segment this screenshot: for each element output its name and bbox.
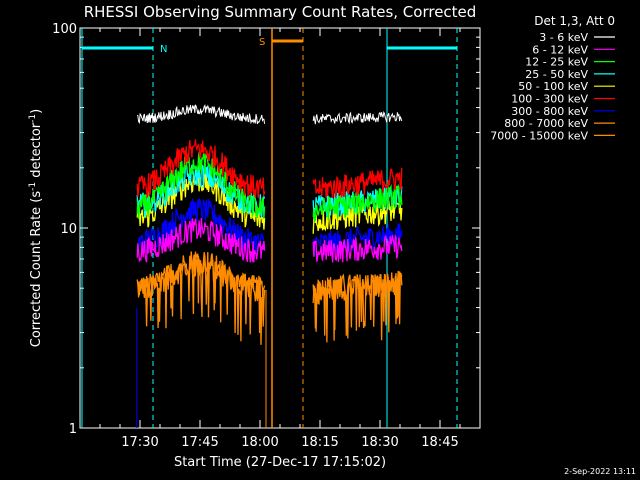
series-line-6-12keV (136, 217, 266, 263)
x-axis-ticks: 17:30 17:45 18:00 18:15 18:30 18:45 (79, 28, 481, 450)
series-line-12-25keV (312, 183, 403, 224)
saa-marker-label: S (259, 37, 265, 48)
x-tick-label: 18:45 (421, 435, 458, 450)
footer-timestamp: 2-Sep-2022 13:11 (564, 467, 636, 476)
x-axis-label: Start Time (27-Dec-17 17:15:02) (174, 455, 386, 470)
annotations: NS (81, 28, 458, 428)
plot-frame (79, 27, 481, 429)
legend-label: 3 - 6 keV (539, 31, 588, 44)
x-tick-label: 18:30 (361, 435, 398, 450)
series-line-100-300keV (312, 167, 403, 199)
legend-label: 800 - 7000 keV (504, 117, 588, 130)
series-lines (136, 104, 403, 428)
series-line-800-7000keV (312, 272, 403, 341)
series-line-12-25keV (136, 151, 266, 219)
x-tick-label: 18:00 (241, 435, 278, 450)
legend-label: 25 - 50 keV (525, 68, 588, 81)
night-marker-label: N (160, 44, 167, 55)
y-tick-label: 10 (60, 222, 77, 237)
y-tick-label: 100 (52, 22, 77, 37)
y-axis-label: Corrected Count Rate (s-1 detector-1) (28, 109, 44, 347)
x-tick-label: 18:15 (301, 435, 338, 450)
legend-label: 300 - 800 keV (511, 105, 588, 118)
series-line-100-300keV (136, 139, 266, 199)
series-line-3-6keV (136, 104, 266, 125)
legend-label: 6 - 12 keV (532, 43, 588, 56)
y-axis-ticks: 1 10 100 (52, 22, 480, 437)
series-line-3-6keV (312, 110, 403, 125)
series-line-6-12keV (312, 233, 403, 263)
chart-title: RHESSI Observing Summary Count Rates, Co… (84, 3, 477, 21)
legend-label: 12 - 25 keV (525, 56, 588, 69)
series-line-300-800keV (136, 197, 266, 255)
series-line-800-7000keV (136, 251, 266, 345)
legend-label: 7000 - 15000 keV (490, 129, 588, 142)
legend-title: Det 1,3, Att 0 (534, 14, 615, 28)
legend-label: 100 - 300 keV (511, 93, 588, 106)
x-tick-label: 17:30 (121, 435, 158, 450)
x-tick-label: 17:45 (181, 435, 218, 450)
y-tick-label: 1 (69, 422, 77, 437)
legend-label: 50 - 100 keV (518, 80, 588, 93)
